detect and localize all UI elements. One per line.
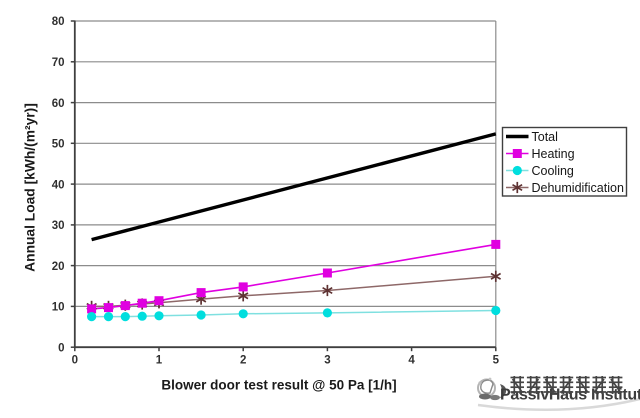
svg-text:Annual Load [kWh/(m²yr)]: Annual Load [kWh/(m²yr)] [23, 103, 38, 272]
svg-text:20: 20 [52, 261, 65, 273]
svg-text:70: 70 [52, 57, 65, 69]
svg-text:Dehumidification: Dehumidification [532, 181, 624, 195]
svg-text:Total: Total [532, 130, 558, 144]
svg-text:10: 10 [52, 302, 65, 314]
svg-text:0: 0 [58, 342, 64, 354]
svg-text:Cooling: Cooling [532, 164, 574, 178]
svg-text:4: 4 [408, 355, 415, 367]
svg-text:50: 50 [52, 139, 65, 151]
svg-text:Heating: Heating [532, 147, 575, 161]
svg-text:PassivHaus Institut: PassivHaus Institut [500, 387, 640, 404]
svg-text:60: 60 [52, 98, 65, 110]
svg-text:5: 5 [493, 355, 500, 367]
svg-text:1: 1 [156, 355, 163, 367]
svg-text:30: 30 [52, 220, 65, 232]
svg-text:80: 80 [52, 16, 65, 28]
svg-text:40: 40 [52, 179, 65, 191]
svg-text:3: 3 [324, 355, 330, 367]
svg-text:2: 2 [240, 355, 246, 367]
svg-text:0: 0 [72, 355, 78, 367]
svg-text:Blower door test result @ 50 P: Blower door test result @ 50 Pa [1/h] [161, 378, 396, 393]
